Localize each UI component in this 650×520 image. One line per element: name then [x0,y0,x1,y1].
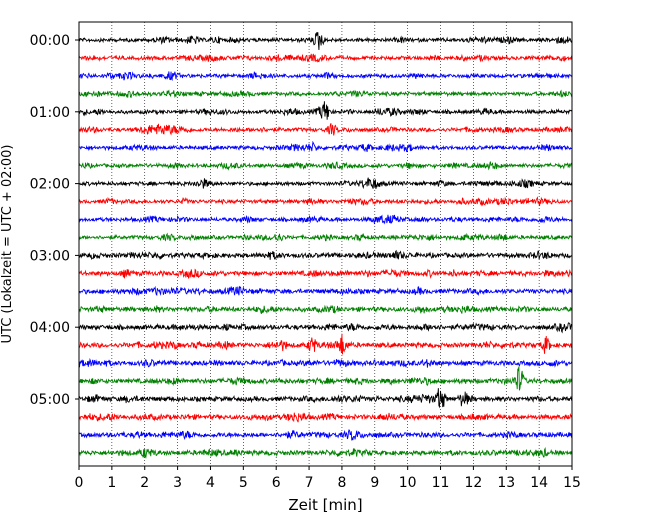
axes: 0 1 2 3 4 5 6 7 8 9 10 11 12 13 14 1500:0001:0002:0003:… [30,33,581,491]
seismic-traces [78,32,573,459]
x-axis-title: Zeit [min] [288,496,362,514]
y-tick-label: 00:00 [30,33,70,49]
x-tick-label: 2 [140,475,149,491]
x-tick-label: 0 [75,475,84,491]
x-tick-label: 14 [530,475,548,491]
trace-line [78,366,573,391]
trace-line [78,71,573,81]
x-tick-label: 3 [173,475,182,491]
x-tick-label: 9 [370,475,379,491]
x-tick-label: 1 [107,475,116,491]
plot-frame [78,21,573,467]
trace-line [78,123,573,136]
trace-line [78,322,573,334]
y-tick-label: 04:00 [30,320,70,336]
trace-line [78,161,573,171]
y-axis-title: UTC (Lokalzeit = UTC + 02:00) [0,145,15,344]
trace-line [78,357,573,369]
y-tick-label: 05:00 [30,392,70,408]
trace-line [78,429,573,441]
vertical-grid [111,22,540,466]
trace-line [78,196,573,207]
trace-line [78,285,573,297]
trace-line [78,447,573,459]
trace-line [78,177,573,190]
y-tick-label: 01:00 [30,105,70,121]
trace-line [78,214,573,225]
trace-line [78,412,573,423]
trace-line [78,101,573,120]
x-tick-label: 5 [239,475,248,491]
x-tick-label: 6 [272,475,281,491]
x-tick-label: 8 [337,475,346,491]
trace-line [78,140,573,153]
trace-line [78,89,573,99]
trace-line [78,249,573,261]
x-tick-label: 10 [399,475,417,491]
x-tick-label: 7 [305,475,314,491]
trace-line [78,333,573,355]
trace-line [78,32,573,51]
trace-line [78,268,573,279]
x-tick-label: 15 [563,475,581,491]
y-tick-label: 02:00 [30,177,70,193]
x-tick-label: 4 [206,475,215,491]
trace-line [78,304,573,315]
trace-line [78,232,573,242]
x-tick-label: 12 [464,475,482,491]
x-tick-label: 11 [432,475,450,491]
trace-line [78,388,573,409]
y-tick-label: 03:00 [30,248,70,264]
trace-line [78,53,573,63]
x-tick-label: 13 [497,475,515,491]
